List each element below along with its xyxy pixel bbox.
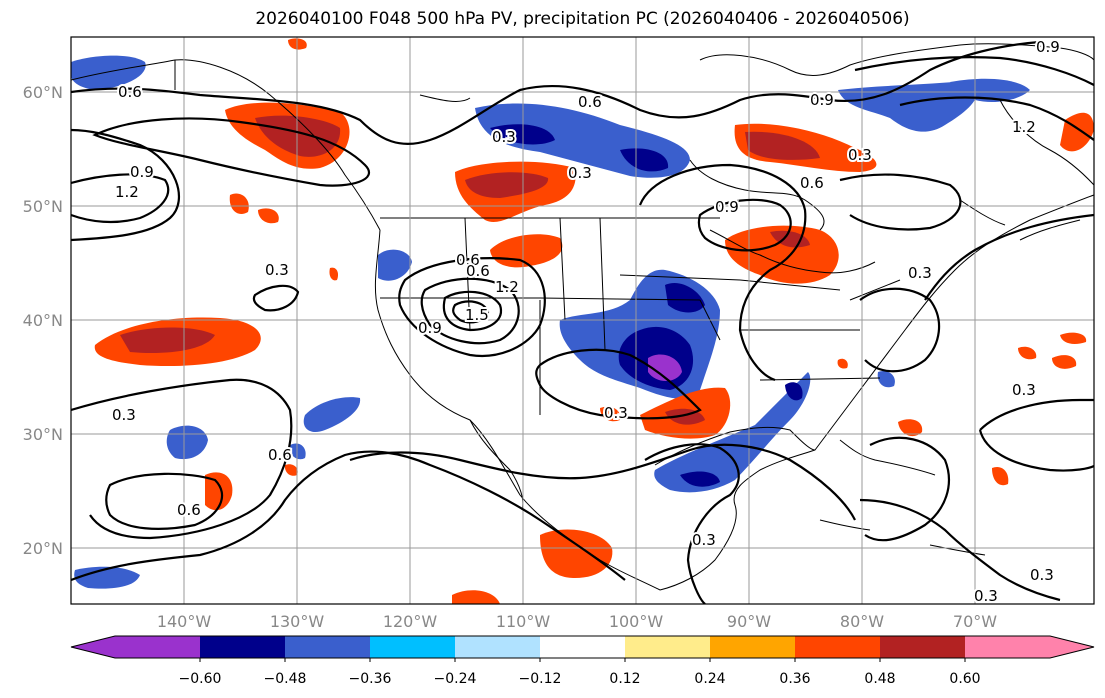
lon-tick-label: 140°W	[157, 612, 212, 631]
contour-label: 0.3	[974, 587, 998, 605]
contour-label: 0.9	[810, 91, 834, 109]
contour-label: 1.5	[465, 306, 489, 324]
contour-label: 0.3	[1012, 381, 1036, 399]
contour-label: 0.6	[177, 501, 201, 519]
colorbar-extend-low	[71, 636, 115, 658]
contour-label: 0.3	[692, 531, 716, 549]
colorbar-swatch	[965, 636, 1050, 658]
lon-tick-label: 100°W	[609, 612, 664, 631]
colorbar-tick-label: −0.24	[434, 671, 477, 687]
colorbar-swatch	[625, 636, 710, 658]
pv-contours	[71, 40, 1094, 604]
contour-label: 0.9	[715, 198, 739, 216]
contour-label: 0.3	[492, 128, 516, 146]
contour-label: 1.2	[495, 278, 519, 296]
colorbar-swatch	[285, 636, 370, 658]
contour-label: 0.3	[265, 261, 289, 279]
contour-label: 0.9	[130, 163, 154, 181]
colorbar-labels: −0.60 −0.48 −0.36 −0.24 −0.12 0.12 0.24 …	[179, 671, 981, 687]
colorbar	[70, 635, 1095, 662]
contour-label: 0.6	[578, 93, 602, 111]
lat-tick-label: 30°N	[23, 425, 63, 444]
lon-tick-label: 80°W	[840, 612, 884, 631]
lon-tick-label: 120°W	[383, 612, 438, 631]
colorbar-swatch	[370, 636, 455, 658]
contour-label: 0.6	[456, 251, 480, 269]
colorbar-tick-label: −0.12	[519, 671, 562, 687]
colorbar-swatch	[115, 636, 200, 658]
colorbar-outline	[70, 635, 1095, 659]
lat-tick-label: 40°N	[23, 311, 63, 330]
lat-tick-label: 50°N	[23, 197, 63, 216]
colorbar-tick-label: −0.48	[264, 671, 307, 687]
contour-label: 0.3	[604, 404, 628, 422]
colorbar-tick-label: 0.48	[864, 671, 895, 687]
contour-label: 0.6	[466, 262, 490, 280]
contour-label: 0.6	[268, 446, 292, 464]
lon-tick-label: 130°W	[270, 612, 325, 631]
contour-label: 0.9	[1036, 38, 1060, 56]
lon-axis: 140°W 130°W 120°W 110°W 100°W 90°W 80°W …	[157, 612, 997, 631]
contour-label: 0.3	[568, 164, 592, 182]
colorbar-swatch	[200, 636, 285, 658]
colorbar-tick-label: −0.60	[179, 671, 222, 687]
contour-label: 0.3	[848, 146, 872, 164]
colorbar-tick-label: −0.36	[349, 671, 392, 687]
colorbar-swatch	[710, 636, 795, 658]
colorbar-tick-label: 0.36	[779, 671, 810, 687]
contour-labels: 0.6 0.3 0.6 0.9 0.9 1.2 0.9 0.6 0.9 1.2 …	[110, 37, 1062, 605]
lon-tick-label: 90°W	[727, 612, 771, 631]
contour-label: 1.2	[115, 183, 139, 201]
contour-label: 0.3	[112, 406, 136, 424]
colorbar-swatch	[795, 636, 880, 658]
precip-shading	[71, 38, 1094, 604]
colorbar-tick-label: 0.24	[694, 671, 725, 687]
lon-tick-label: 110°W	[496, 612, 551, 631]
colorbar-swatch	[540, 636, 625, 658]
map-border	[70, 36, 1095, 605]
colorbar-swatch	[455, 636, 540, 658]
colorbar-tick-label: 0.12	[609, 671, 640, 687]
map-title: 2026040100 F048 500 hPa PV, precipitatio…	[255, 9, 910, 29]
contour-label: 0.6	[118, 83, 142, 101]
contour-label: 0.9	[418, 319, 442, 337]
lon-tick-label: 70°W	[953, 612, 997, 631]
colorbar-tick-label: 0.60	[949, 671, 980, 687]
contour-label: 0.6	[800, 174, 824, 192]
lat-tick-label: 20°N	[23, 539, 63, 558]
colorbar-extend-high	[1050, 636, 1094, 658]
contour-label: 0.3	[908, 264, 932, 282]
lat-axis: 60°N 50°N 40°N 30°N 20°N	[23, 83, 63, 558]
colorbar-swatch	[880, 636, 965, 658]
contour-label: 1.2	[1012, 118, 1036, 136]
contour-label: 0.3	[1030, 566, 1054, 584]
lat-tick-label: 60°N	[23, 83, 63, 102]
